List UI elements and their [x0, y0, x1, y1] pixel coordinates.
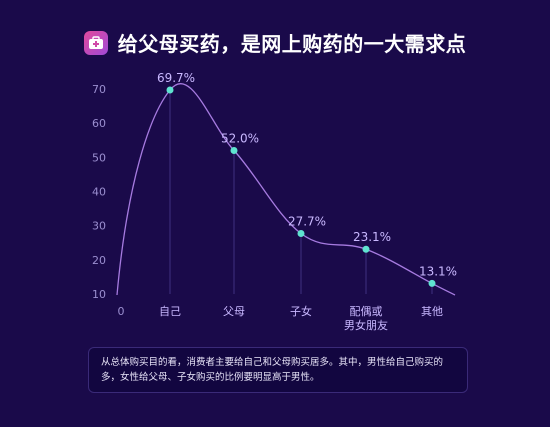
chart-header: 给父母买药，是网上购药的一大需求点: [0, 28, 550, 57]
y-tick-label: 30: [92, 220, 106, 233]
data-point: [297, 230, 305, 238]
data-point: [362, 245, 370, 253]
chart-title: 给父母买药，是网上购药的一大需求点: [117, 32, 467, 56]
medicine-kit-icon: [83, 30, 108, 55]
data-point: [166, 86, 174, 94]
series-line: [116, 83, 456, 296]
data-point: [230, 147, 238, 154]
value-label: 27.7%: [288, 215, 326, 229]
x-tick-label: 配偶或: [350, 305, 383, 318]
value-label: 52.0%: [221, 132, 259, 146]
drop-lines: [169, 90, 433, 294]
x-tick-label: 男女朋友: [344, 318, 388, 332]
value-label: 13.1%: [419, 264, 457, 278]
x-tick-label: 自己: [159, 305, 181, 318]
x-origin-label: 0: [118, 305, 125, 318]
summary-note: 从总体购买目的看，消费者主要给自己和父母购买居多。其中，男性给自己购买的多，女性…: [88, 347, 468, 393]
data-points: [166, 86, 436, 287]
y-tick-label: 40: [92, 186, 106, 199]
x-tick-label: 父母: [223, 305, 245, 318]
line-chart: 10 20 30 40 50 60 70 69.7% 52.0% 27.7% 23.1% 13.1%…: [92, 71, 457, 332]
y-axis: 10 20 30 40 50 60 70: [92, 83, 106, 301]
x-tick-label: 子女: [290, 304, 312, 318]
y-tick-label: 50: [92, 151, 106, 164]
y-tick-label: 70: [92, 83, 106, 96]
value-labels: 69.7% 52.0% 27.7% 23.1% 13.1%: [157, 71, 457, 278]
y-tick-label: 60: [92, 117, 106, 130]
x-tick-label: 其他: [421, 305, 443, 318]
y-tick-label: 10: [92, 288, 106, 301]
value-label: 69.7%: [157, 71, 195, 85]
data-point: [428, 279, 436, 287]
y-tick-label: 20: [92, 254, 106, 267]
value-label: 23.1%: [353, 230, 391, 244]
